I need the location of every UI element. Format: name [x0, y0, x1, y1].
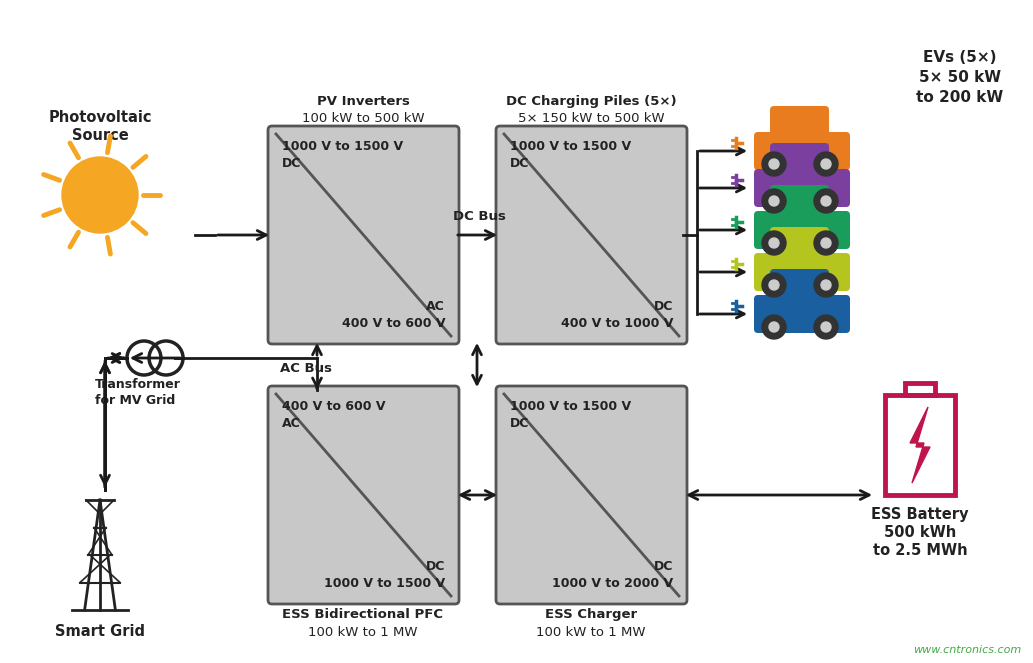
Text: DC
400 V to 1000 V: DC 400 V to 1000 V [561, 300, 674, 330]
Text: PV Inverters: PV Inverters [316, 95, 409, 108]
FancyBboxPatch shape [770, 227, 829, 261]
FancyBboxPatch shape [496, 386, 687, 604]
Circle shape [814, 273, 838, 297]
Text: 100 kW to 1 MW: 100 kW to 1 MW [308, 626, 417, 639]
Text: ESS Bidirectional PFC: ESS Bidirectional PFC [282, 608, 443, 621]
Text: 1000 V to 1500 V
DC: 1000 V to 1500 V DC [282, 140, 403, 170]
Circle shape [762, 152, 786, 176]
Polygon shape [910, 407, 930, 483]
Text: DC
1000 V to 2000 V: DC 1000 V to 2000 V [552, 560, 674, 590]
FancyBboxPatch shape [754, 211, 850, 249]
Circle shape [821, 322, 831, 332]
Text: Smart Grid: Smart Grid [55, 624, 145, 639]
Circle shape [821, 159, 831, 169]
Text: 1000 V to 1500 V
DC: 1000 V to 1500 V DC [510, 140, 631, 170]
Text: 400 V to 600 V
AC: 400 V to 600 V AC [282, 400, 385, 430]
Text: AC
400 V to 600 V: AC 400 V to 600 V [342, 300, 445, 330]
Text: Source: Source [71, 128, 128, 143]
Text: to 200 kW: to 200 kW [916, 90, 1004, 105]
Circle shape [821, 280, 831, 290]
Text: EVs (5×): EVs (5×) [924, 50, 997, 65]
FancyBboxPatch shape [770, 106, 829, 140]
Circle shape [821, 238, 831, 248]
FancyBboxPatch shape [770, 143, 829, 177]
FancyBboxPatch shape [268, 126, 459, 344]
Text: 100 kW to 500 kW: 100 kW to 500 kW [302, 112, 425, 125]
Text: 500 kWh: 500 kWh [884, 525, 957, 540]
Circle shape [821, 196, 831, 206]
Circle shape [769, 238, 779, 248]
Circle shape [762, 231, 786, 255]
Circle shape [762, 315, 786, 339]
Text: 100 kW to 1 MW: 100 kW to 1 MW [536, 626, 646, 639]
Text: DC Charging Piles (5×): DC Charging Piles (5×) [506, 95, 677, 108]
FancyBboxPatch shape [496, 126, 687, 344]
Circle shape [769, 196, 779, 206]
Text: 5× 150 kW to 500 kW: 5× 150 kW to 500 kW [518, 112, 664, 125]
Circle shape [814, 152, 838, 176]
Circle shape [769, 159, 779, 169]
Text: ESS Charger: ESS Charger [545, 608, 637, 621]
Circle shape [769, 280, 779, 290]
Text: Transformer: Transformer [95, 378, 181, 391]
Text: AC Bus: AC Bus [280, 362, 332, 375]
Text: 1000 V to 1500 V
DC: 1000 V to 1500 V DC [510, 400, 631, 430]
FancyBboxPatch shape [754, 132, 850, 170]
Text: for MV Grid: for MV Grid [95, 394, 176, 407]
FancyBboxPatch shape [268, 386, 459, 604]
Text: ESS Battery: ESS Battery [871, 507, 969, 522]
FancyBboxPatch shape [754, 169, 850, 207]
Text: to 2.5 MWh: to 2.5 MWh [873, 543, 967, 558]
Circle shape [762, 189, 786, 213]
Circle shape [814, 315, 838, 339]
Circle shape [814, 189, 838, 213]
Circle shape [814, 231, 838, 255]
Text: www.cntronics.com: www.cntronics.com [913, 645, 1021, 655]
Text: DC
1000 V to 1500 V: DC 1000 V to 1500 V [324, 560, 445, 590]
Circle shape [762, 273, 786, 297]
FancyBboxPatch shape [770, 269, 829, 303]
Circle shape [62, 157, 138, 233]
Circle shape [769, 322, 779, 332]
FancyBboxPatch shape [754, 253, 850, 291]
Text: DC Bus: DC Bus [452, 210, 505, 223]
Text: 5× 50 kW: 5× 50 kW [919, 70, 1001, 85]
Text: Photovoltaic: Photovoltaic [49, 110, 152, 125]
FancyBboxPatch shape [754, 295, 850, 333]
FancyBboxPatch shape [770, 185, 829, 219]
